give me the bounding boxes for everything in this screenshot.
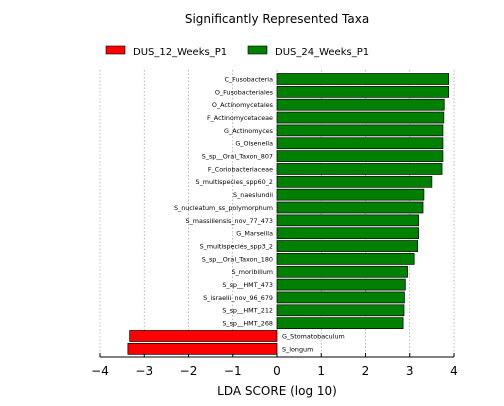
x-tick-label-6: 2 bbox=[362, 364, 370, 378]
bar-2 bbox=[276, 98, 445, 111]
bar-label-12: G_Marseilla bbox=[236, 230, 273, 238]
bar-10 bbox=[276, 201, 424, 214]
bar-label-14: S_sp__Oral_Taxon_180 bbox=[202, 255, 273, 263]
legend-swatch-series-1 bbox=[105, 45, 126, 55]
bar-12 bbox=[276, 227, 419, 240]
legend: DUS_12_Weeks_P1 DUS_24_Weeks_P1 bbox=[105, 45, 369, 58]
x-axis-label: LDA SCORE (log 10) bbox=[217, 384, 337, 398]
bars bbox=[127, 73, 450, 355]
bar-label-16: S_sp__HMT_473 bbox=[222, 281, 273, 289]
bar-label-8: S_multispecies_spp60_2 bbox=[196, 178, 273, 186]
bar-label-9: S_naeslundii bbox=[233, 191, 273, 199]
bar-label-5: G_Olsenella bbox=[235, 140, 273, 148]
bar-14 bbox=[276, 253, 415, 265]
bar-18 bbox=[276, 304, 405, 317]
x-tick-label-3: −1 bbox=[224, 364, 242, 378]
x-tick-label-7: 3 bbox=[406, 364, 414, 378]
bar-label-3: F_Actinomycetaceae bbox=[207, 114, 273, 122]
x-axis: −4 −3 −2 −1 0 1 2 3 4 bbox=[91, 353, 458, 378]
bar-16 bbox=[276, 278, 406, 291]
bar-label-20: G_Stomatobaculum bbox=[282, 332, 345, 340]
legend-swatch-series-2 bbox=[247, 45, 268, 55]
chart-title: Significantly Represented Taxa bbox=[185, 12, 369, 26]
legend-label-series-2: DUS_24_Weeks_P1 bbox=[275, 47, 369, 58]
bar-label-10: S_nucleatum_ss_polymorphum bbox=[174, 204, 273, 212]
bar-3 bbox=[276, 111, 445, 124]
bar-19 bbox=[276, 317, 404, 329]
bar-label-18: S_sp__HMT_212 bbox=[222, 307, 273, 315]
bar-17 bbox=[276, 291, 405, 304]
bar-label-2: O_Actinomycetales bbox=[212, 101, 274, 109]
bar-11 bbox=[276, 214, 419, 227]
bar-label-6: S_sp__Oral_Taxon_807 bbox=[202, 153, 273, 161]
bar-7 bbox=[276, 163, 443, 175]
bar-label-17: S_israelii_nov_96_679 bbox=[203, 294, 273, 302]
x-tick-label-5: 1 bbox=[317, 364, 325, 378]
bar-5 bbox=[276, 137, 444, 150]
bar-1 bbox=[276, 85, 450, 98]
bar-8 bbox=[276, 175, 433, 188]
bar-9 bbox=[276, 188, 425, 201]
x-tick-label-8: 4 bbox=[450, 364, 458, 378]
bar-label-0: C_Fusobacteria bbox=[224, 75, 273, 83]
x-tick-label-4: 0 bbox=[273, 364, 281, 378]
x-tick-label-1: −3 bbox=[135, 364, 153, 378]
bar-label-11: S_massiliensis_nov_77_473 bbox=[186, 217, 273, 225]
x-tick-label-0: −4 bbox=[91, 364, 109, 378]
bar-label-1: O_Fusobacteriales bbox=[215, 88, 274, 96]
bar-20 bbox=[129, 330, 278, 342]
bar-0 bbox=[276, 73, 450, 85]
bar-label-21: S_longum bbox=[282, 345, 313, 353]
x-tick-label-2: −2 bbox=[180, 364, 198, 378]
bar-label-7: F_Coriobacteriaceae bbox=[208, 165, 273, 173]
category-labels: C_Fusobacteria O_Fusobacteriales O_Actinom… bbox=[174, 75, 345, 353]
bar-label-4: G_Actinomyces bbox=[224, 127, 274, 135]
bar-15 bbox=[276, 265, 408, 278]
bar-label-19: S_sp__HMT_268 bbox=[222, 320, 273, 328]
bar-6 bbox=[276, 150, 444, 162]
bar-label-13: S_multispecies_spp3_2 bbox=[200, 242, 273, 250]
bar-21 bbox=[127, 343, 278, 355]
bar-4 bbox=[276, 124, 444, 137]
bar-13 bbox=[276, 240, 419, 252]
legend-label-series-1: DUS_12_Weeks_P1 bbox=[133, 47, 227, 58]
bar-label-15: S_moribillum bbox=[232, 268, 273, 276]
